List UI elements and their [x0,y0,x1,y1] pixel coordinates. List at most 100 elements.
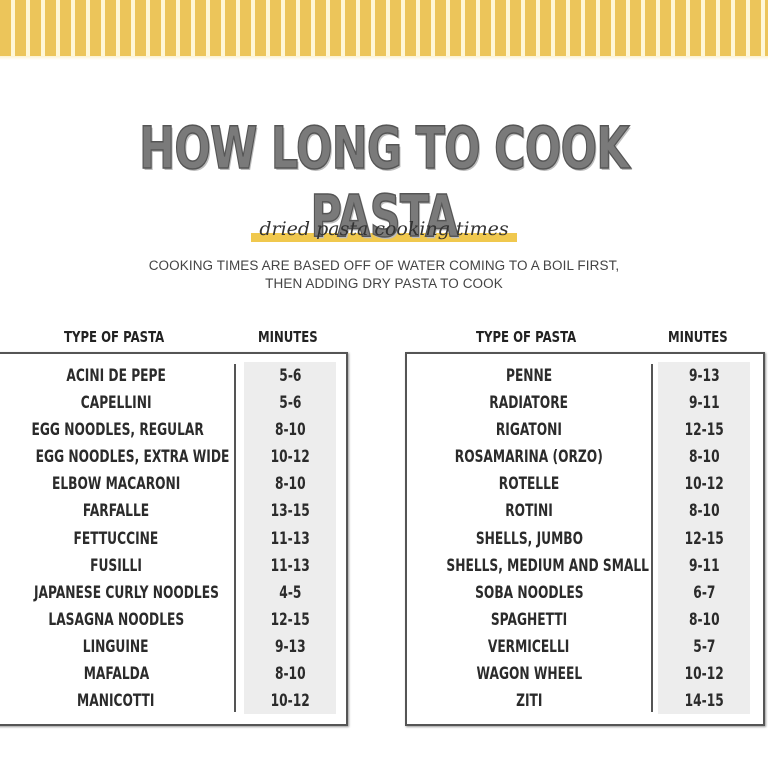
cook-minutes: 8-10 [658,447,750,467]
subtitle: dried pasta cooking times [251,218,517,242]
pasta-name-text: WAGON WHEEL [476,664,582,685]
pasta-name: ROTELLE [407,474,651,494]
pasta-name-text: VERMICELLI [488,636,570,657]
table-row: ZITI 14-15 [407,689,763,716]
cook-minutes: 9-13 [244,637,336,657]
page-title: HOW LONG TO COOK PASTA [139,113,631,251]
minutes-column-shade [658,362,750,714]
cook-minutes: 9-11 [658,556,750,576]
cook-minutes-text: 10-12 [684,474,724,495]
pasta-name: RADIATORE [407,393,651,413]
cook-minutes: 10-12 [658,664,750,684]
pasta-name: LASAGNA NOODLES [0,610,234,630]
cook-minutes-text: 12-15 [270,609,310,630]
pasta-name: CAPELLINI [0,393,234,413]
pasta-name: FETTUCCINE [0,529,234,549]
pasta-name-text: LINGUINE [83,636,149,657]
pasta-name: ZITI [407,691,651,711]
cook-minutes: 5-7 [658,637,750,657]
pasta-name-text: FARFALLE [82,501,150,522]
pasta-name-text: SOBA NOODLES [474,582,584,603]
table-row: RIGATONI 12-15 [407,418,763,445]
cook-minutes-text: 5-6 [278,366,302,386]
pasta-name-text: SHELLS, MEDIUM AND SMALL [446,555,649,576]
pasta-name-text: SHELLS, JUMBO [475,528,583,549]
pasta-name: SPAGHETTI [407,610,651,630]
cook-minutes: 5-6 [244,366,336,386]
table-row: SOBA NOODLES 6-7 [407,581,763,608]
table-row: LASAGNA NOODLES 12-15 [0,608,346,635]
pasta-name: MANICOTTI [0,691,234,711]
right-col-type-header: TYPE OF PASTA [476,328,577,346]
cook-minutes-text: 10-12 [270,691,310,712]
table-row: SHELLS, MEDIUM AND SMALL 9-11 [407,554,763,581]
pasta-name-text: JAPANESE CURLY NOODLES [33,582,219,603]
pasta-name: MAFALDA [0,664,234,684]
pasta-name-text: SPAGHETTI [490,609,568,630]
pasta-name: WAGON WHEEL [407,664,651,684]
table-row: SPAGHETTI 8-10 [407,608,763,635]
cook-minutes-text: 8-10 [274,664,306,685]
cook-minutes: 12-15 [244,610,336,630]
table-row: MANICOTTI 10-12 [0,689,346,716]
cook-minutes-text: 6-7 [692,582,716,603]
right-col-minutes-header: MINUTES [668,328,728,346]
cook-minutes: 14-15 [658,691,750,711]
cook-minutes: 10-12 [244,691,336,711]
cook-minutes: 6-7 [658,583,750,603]
subtitle-wrap: dried pasta cooking times [0,218,768,242]
pasta-name: FARFALLE [0,501,234,521]
cook-minutes-text: 9-13 [688,366,720,386]
cook-minutes: 4-5 [244,583,336,603]
table-row: ELBOW MACARONI 8-10 [0,472,346,499]
pasta-name-text: FUSILLI [90,555,142,576]
table-row: JAPANESE CURLY NOODLES 4-5 [0,581,346,608]
pasta-name-text: CAPELLINI [80,393,152,414]
cook-minutes: 8-10 [658,610,750,630]
pasta-name: SHELLS, MEDIUM AND SMALL [407,556,651,576]
left-table: ACINI DE PEPE 5-6 CAPELLINI 5-6 EGG NOODLES,… [0,352,348,726]
cook-minutes-text: 8-10 [688,447,720,468]
cook-minutes: 10-12 [244,447,336,467]
cook-minutes-text: 5-6 [278,393,302,414]
pasta-name: FUSILLI [0,556,234,576]
cook-minutes-text: 9-13 [274,636,306,657]
cook-minutes-text: 9-11 [688,393,720,414]
pasta-name: ROSAMARINA (ORZO) [407,447,651,467]
pasta-name: VERMICELLI [407,637,651,657]
left-col-type-header: TYPE OF PASTA [64,328,165,346]
table-row: ACINI DE PEPE 5-6 [0,364,346,391]
table-row: SHELLS, JUMBO 12-15 [407,527,763,554]
table-row: ROTELLE 10-12 [407,472,763,499]
pasta-name: JAPANESE CURLY NOODLES [0,583,234,603]
table-row: EGG NOODLES, EXTRA WIDE 10-12 [0,445,346,472]
pasta-name-text: ROSAMARINA (ORZO) [454,447,604,468]
cook-minutes-text: 8-10 [688,609,720,630]
pasta-name: LINGUINE [0,637,234,657]
table-row: VERMICELLI 5-7 [407,635,763,662]
cook-minutes-text: 8-10 [274,420,306,441]
pasta-name: SOBA NOODLES [407,583,651,603]
cook-minutes: 13-15 [244,501,336,521]
table-row: ROTINI 8-10 [407,499,763,526]
pasta-name: ROTINI [407,501,651,521]
column-divider [651,364,653,712]
table-row: FETTUCCINE 11-13 [0,527,346,554]
cook-minutes-text: 10-12 [684,664,724,685]
cook-minutes-text: 9-11 [688,555,720,576]
cook-minutes-text: 8-10 [274,474,306,495]
cook-minutes-text: 13-15 [270,501,310,522]
pasta-name: PENNE [407,366,651,386]
cook-minutes: 11-13 [244,556,336,576]
cook-minutes: 11-13 [244,529,336,549]
pasta-name-text: PENNE [505,366,553,386]
pasta-name: ELBOW MACARONI [0,474,234,494]
table-row: FUSILLI 11-13 [0,554,346,581]
right-table: PENNE 9-13 RADIATORE 9-11 RIGATONI 12-15 ROSAM… [405,352,765,726]
pasta-name: ACINI DE PEPE [0,366,234,386]
pasta-name-text: LASAGNA NOODLES [48,609,184,630]
column-divider [234,364,236,712]
table-row: CAPELLINI 5-6 [0,391,346,418]
cook-minutes-text: 10-12 [270,447,310,468]
pasta-name: RIGATONI [407,420,651,440]
